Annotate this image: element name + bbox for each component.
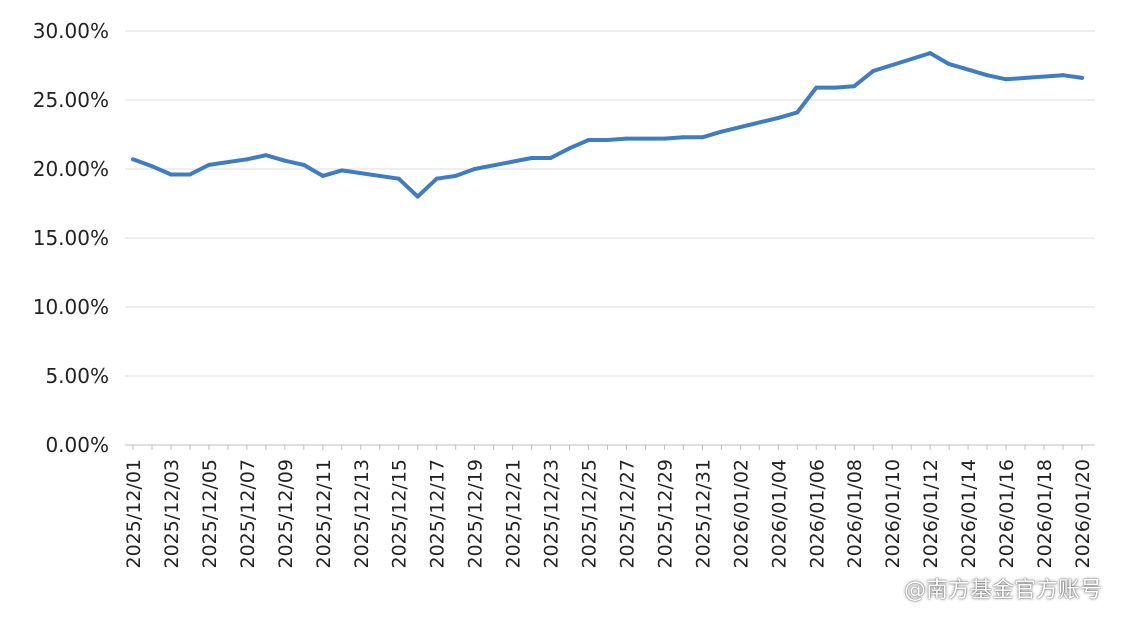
x-tick-label: 2026/01/08 [844, 459, 866, 569]
x-axis: 2025/12/01 2025/12/03 2025/12/05 2025/12/07… [123, 444, 1095, 569]
data-point [1004, 77, 1009, 82]
x-tick-label: 2025/12/01 [123, 459, 145, 569]
x-tick-label: 2026/01/12 [920, 459, 942, 569]
x-tick-label: 2025/12/19 [465, 459, 487, 569]
x-tick-label: 2025/12/05 [199, 459, 221, 569]
data-point [567, 146, 572, 151]
x-tick-label: 2026/01/14 [958, 459, 980, 569]
data-point [833, 85, 838, 90]
data-point [529, 155, 534, 160]
x-tick-label: 2025/12/29 [654, 459, 676, 569]
data-point [966, 67, 971, 72]
gridlines [125, 30, 1095, 377]
data-point [1080, 75, 1084, 80]
x-tick-label: 2026/01/20 [1072, 459, 1094, 569]
x-tick-label: 2026/01/10 [882, 459, 904, 569]
x-tick-label: 2026/01/16 [996, 459, 1018, 569]
data-point [586, 138, 591, 143]
data-point [320, 173, 325, 178]
data-point [244, 157, 249, 162]
series-group [131, 51, 1084, 199]
data-point [472, 167, 477, 171]
data-point [131, 157, 135, 162]
data-point [301, 162, 306, 167]
y-tick-label: 20.00% [33, 157, 109, 181]
data-point [719, 129, 724, 134]
x-tick-label: 2025/12/25 [579, 459, 601, 569]
data-point [149, 164, 154, 169]
x-tick-label: 2025/12/13 [351, 459, 373, 569]
data-point [852, 84, 857, 89]
data-point [700, 135, 705, 140]
data-point [814, 85, 819, 90]
y-tick-label: 15.00% [33, 226, 109, 250]
data-point [605, 138, 610, 143]
data-point [396, 176, 401, 181]
data-point [1023, 75, 1028, 80]
y-tick-label: 30.00% [33, 19, 109, 43]
y-tick-label: 10.00% [33, 295, 109, 319]
x-tick-label: 2025/12/27 [616, 459, 638, 569]
data-point [662, 136, 667, 141]
x-tick-label: 2025/12/07 [237, 459, 259, 569]
data-point [548, 155, 553, 160]
data-point [434, 176, 439, 181]
data-point [187, 172, 192, 177]
data-point [776, 115, 781, 120]
data-point [928, 51, 933, 56]
data-point [263, 153, 268, 158]
data-point [206, 162, 211, 167]
x-tick-label: 2025/12/17 [427, 459, 449, 569]
x-tick-label: 2025/12/11 [313, 459, 335, 569]
x-tick-label: 2026/01/18 [1034, 459, 1056, 569]
data-point [168, 172, 173, 177]
data-point [624, 136, 629, 141]
series-line [131, 51, 1084, 199]
x-tick-label: 2026/01/04 [768, 459, 790, 569]
x-tick-label: 2026/01/02 [730, 459, 752, 569]
y-tick-label: 0.00% [45, 433, 109, 457]
data-point [681, 135, 686, 140]
x-tick-label: 2025/12/23 [541, 459, 563, 569]
data-point [871, 69, 876, 74]
x-tick-label: 2025/12/31 [692, 459, 714, 569]
y-tick-label: 25.00% [33, 88, 109, 112]
data-point [415, 194, 420, 199]
x-tick-label: 2025/12/15 [389, 459, 411, 569]
data-point [985, 73, 990, 78]
y-axis: 0.00% 5.00% 10.00% 15.00% 20.00% 25.00% 30.00% [33, 19, 109, 457]
data-point [453, 173, 458, 178]
x-tick-label: 2025/12/09 [275, 459, 297, 569]
data-point [282, 158, 287, 163]
x-tick-label: 2025/12/03 [161, 459, 183, 569]
data-point [339, 168, 344, 173]
data-point [947, 62, 952, 67]
y-tick-label: 5.00% [45, 364, 109, 388]
watermark-text: @南方基金官方账号 [903, 578, 1102, 603]
data-point [1061, 73, 1066, 78]
x-tick-label: 2025/12/21 [503, 459, 525, 569]
data-point [795, 110, 800, 115]
x-tick-label: 2026/01/06 [806, 459, 828, 569]
